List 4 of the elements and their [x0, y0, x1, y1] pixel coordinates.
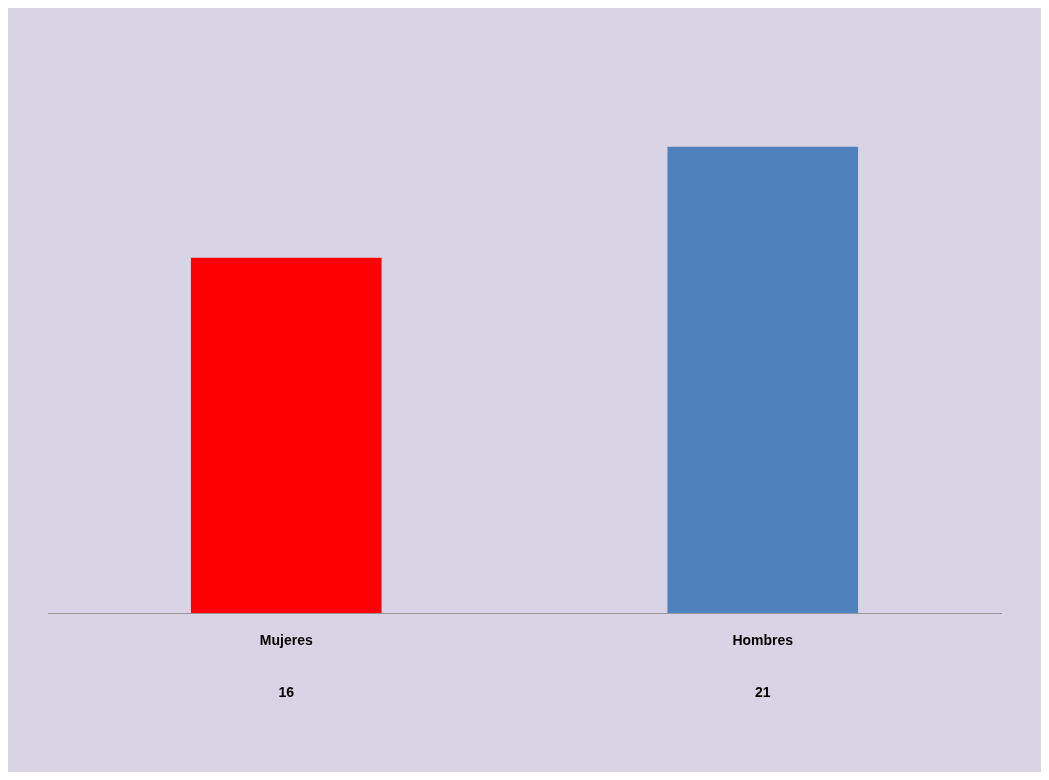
data-label: 16 — [278, 684, 295, 701]
x-tick-label: Hombres — [732, 632, 794, 649]
data-label: 21 — [754, 684, 771, 701]
x-tick-label: Mujeres — [259, 632, 313, 649]
